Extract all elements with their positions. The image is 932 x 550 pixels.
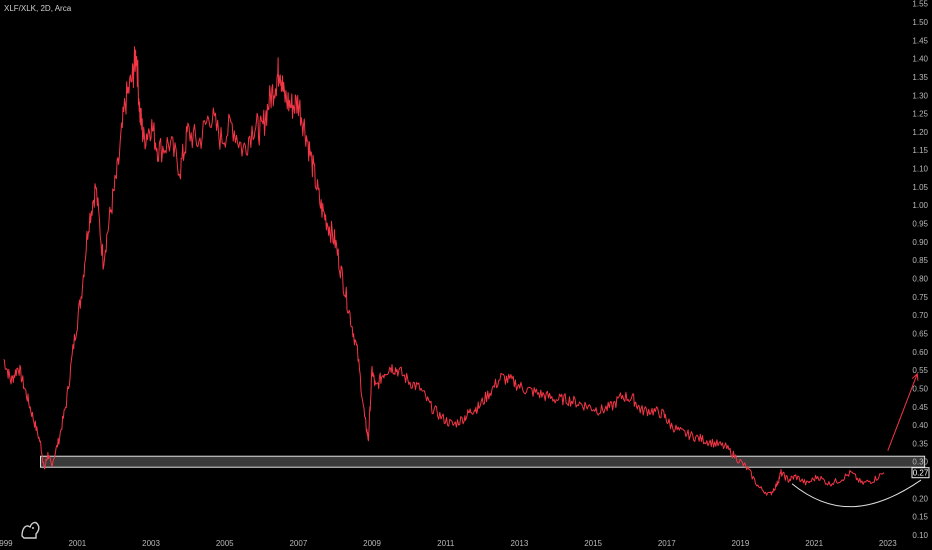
y-tick-label: 0.75: [912, 293, 928, 302]
y-tick-label: 1.30: [912, 91, 928, 100]
x-tick-label: 2007: [289, 539, 307, 548]
y-tick-label: 1.35: [912, 73, 928, 82]
x-tick-label: 2017: [658, 539, 676, 548]
x-tick-label: 2011: [437, 539, 455, 548]
x-tick-label: 2003: [142, 539, 160, 548]
y-tick-label: 1.05: [912, 183, 928, 192]
y-tick-label: 1.50: [912, 18, 928, 27]
y-tick-label: 0.95: [912, 220, 928, 229]
y-tick-label: 0.30: [912, 458, 928, 467]
y-tick-label: 0.10: [912, 531, 928, 540]
y-tick-label: 0.85: [912, 256, 928, 265]
annotations: [791, 372, 922, 508]
x-axis: 1999 2001 2003 2005 2007 2009 2011 2013 2015 2017…: [0, 539, 897, 548]
last-price-box: [911, 467, 930, 479]
x-tick-label: 1999: [0, 539, 13, 548]
x-tick-label: 2005: [216, 539, 234, 548]
y-tick-label: 1.20: [912, 128, 928, 137]
y-tick-label: 0.70: [912, 311, 928, 320]
breakout-arrow-line: [887, 373, 918, 451]
price-series: [3, 46, 885, 496]
y-tick-label: 1.00: [912, 201, 928, 210]
x-tick-label: 2019: [732, 539, 750, 548]
y-tick-label: 0.35: [912, 439, 928, 448]
y-tick-label: 1.55: [912, 0, 928, 9]
y-tick-label: 0.45: [912, 403, 928, 412]
tradingview-logo-icon[interactable]: [21, 521, 40, 539]
y-tick-label: 0.80: [912, 274, 928, 283]
y-tick-label: 0.20: [912, 494, 928, 503]
x-tick-label: 2009: [363, 539, 381, 548]
y-tick-label: 0.90: [912, 238, 928, 247]
y-tick-label: 1.25: [912, 110, 928, 119]
y-tick-label: 0.40: [912, 421, 928, 430]
x-tick-label: 2021: [805, 539, 823, 548]
y-tick-label: 1.40: [912, 55, 928, 64]
y-tick-label: 0.50: [912, 384, 928, 393]
y-tick-label: 0.55: [912, 366, 928, 375]
y-tick-label: 1.10: [912, 165, 928, 174]
y-tick-label: 0.15: [912, 513, 928, 522]
y-tick-label: 0.65: [912, 329, 928, 338]
last-price-marker: 0.27: [911, 467, 930, 479]
y-tick-label: 1.45: [912, 36, 928, 45]
y-tick-label: 1.15: [912, 146, 928, 155]
support-zone-rect[interactable]: [40, 455, 926, 468]
breakout-arrow-head: [911, 372, 919, 381]
y-axis[interactable]: 1.55 1.50 1.45 1.40 1.35 1.30 1.25 1.20 1.15 1.10…: [912, 0, 928, 540]
x-tick-label: 2001: [68, 539, 86, 548]
rounding-bottom-curve: [791, 479, 922, 508]
x-tick-label: 2013: [511, 539, 529, 548]
support-zone: [40, 455, 926, 468]
x-tick-label: 2023: [879, 539, 897, 548]
symbol-title: XLF/XLK, 2D, Arca: [4, 4, 72, 13]
last-price-label: 0.27: [913, 469, 929, 478]
x-tick-label: 2015: [584, 539, 602, 548]
y-tick-label: 0.60: [912, 348, 928, 357]
series-line: [3, 46, 885, 496]
